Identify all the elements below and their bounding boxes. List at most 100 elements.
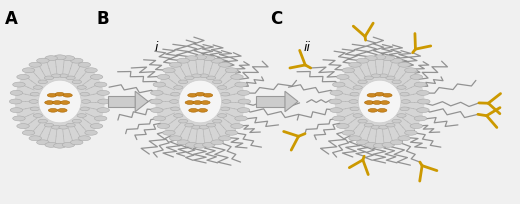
Circle shape xyxy=(97,91,109,96)
Circle shape xyxy=(235,116,248,121)
Circle shape xyxy=(58,109,67,113)
Circle shape xyxy=(332,83,345,88)
Circle shape xyxy=(192,126,201,130)
Text: A: A xyxy=(5,10,18,28)
Circle shape xyxy=(349,100,358,104)
Circle shape xyxy=(163,131,175,135)
Circle shape xyxy=(38,120,47,123)
Circle shape xyxy=(201,101,210,105)
Circle shape xyxy=(185,124,194,127)
Circle shape xyxy=(22,131,35,135)
Ellipse shape xyxy=(335,58,424,146)
Text: ii: ii xyxy=(303,41,310,54)
Circle shape xyxy=(220,108,230,111)
Circle shape xyxy=(45,143,57,147)
Circle shape xyxy=(329,100,342,104)
Circle shape xyxy=(157,75,170,80)
Circle shape xyxy=(349,136,361,141)
Circle shape xyxy=(379,74,388,78)
Circle shape xyxy=(225,69,238,73)
Circle shape xyxy=(365,143,377,147)
Circle shape xyxy=(405,131,417,135)
Circle shape xyxy=(171,108,180,111)
Circle shape xyxy=(17,124,29,129)
Circle shape xyxy=(17,75,29,80)
Circle shape xyxy=(170,136,182,141)
Circle shape xyxy=(356,140,369,145)
Circle shape xyxy=(330,91,343,96)
Circle shape xyxy=(203,94,213,98)
Circle shape xyxy=(153,83,165,88)
Circle shape xyxy=(203,57,215,61)
Circle shape xyxy=(231,124,243,129)
Circle shape xyxy=(45,57,57,61)
Circle shape xyxy=(48,109,58,113)
Circle shape xyxy=(177,140,189,145)
Circle shape xyxy=(342,131,355,135)
Circle shape xyxy=(371,74,381,78)
Circle shape xyxy=(372,101,382,105)
Circle shape xyxy=(237,91,250,96)
Bar xyxy=(108,96,135,108)
Circle shape xyxy=(410,124,423,129)
Circle shape xyxy=(371,126,381,130)
Circle shape xyxy=(332,116,345,121)
Circle shape xyxy=(342,69,355,73)
Circle shape xyxy=(375,93,384,96)
Circle shape xyxy=(211,59,224,64)
Circle shape xyxy=(10,91,23,96)
Ellipse shape xyxy=(38,81,81,123)
Circle shape xyxy=(330,108,343,113)
Circle shape xyxy=(80,93,89,96)
Circle shape xyxy=(378,109,387,113)
Circle shape xyxy=(29,100,38,104)
Circle shape xyxy=(380,101,389,105)
Circle shape xyxy=(193,101,202,105)
Circle shape xyxy=(174,86,183,90)
Circle shape xyxy=(365,57,377,61)
Circle shape xyxy=(392,120,401,123)
Circle shape xyxy=(358,120,367,123)
Ellipse shape xyxy=(179,81,222,123)
Circle shape xyxy=(391,59,403,64)
Circle shape xyxy=(9,100,22,104)
Bar xyxy=(256,96,285,108)
Circle shape xyxy=(410,75,423,80)
Circle shape xyxy=(398,63,410,68)
Circle shape xyxy=(206,124,216,127)
Circle shape xyxy=(66,124,75,127)
Circle shape xyxy=(77,114,86,118)
Circle shape xyxy=(45,101,54,105)
Circle shape xyxy=(336,75,349,80)
Circle shape xyxy=(211,140,224,145)
Circle shape xyxy=(405,69,417,73)
Circle shape xyxy=(414,116,427,121)
Circle shape xyxy=(29,63,42,68)
Circle shape xyxy=(177,59,189,64)
Circle shape xyxy=(44,77,54,80)
Circle shape xyxy=(29,136,42,141)
Circle shape xyxy=(97,108,109,113)
Circle shape xyxy=(60,101,70,105)
Circle shape xyxy=(157,124,170,129)
Circle shape xyxy=(71,59,83,64)
Circle shape xyxy=(194,55,206,60)
Polygon shape xyxy=(285,92,298,112)
Circle shape xyxy=(151,108,163,113)
Circle shape xyxy=(150,100,162,104)
Circle shape xyxy=(199,74,209,78)
Circle shape xyxy=(174,114,183,118)
Circle shape xyxy=(367,94,376,98)
Circle shape xyxy=(53,101,62,105)
Circle shape xyxy=(85,69,97,73)
Circle shape xyxy=(353,86,362,90)
Circle shape xyxy=(400,93,409,96)
Circle shape xyxy=(397,114,406,118)
Circle shape xyxy=(206,77,216,80)
Circle shape xyxy=(151,91,163,96)
Circle shape xyxy=(218,136,231,141)
Circle shape xyxy=(358,81,367,84)
Circle shape xyxy=(418,100,430,104)
Ellipse shape xyxy=(156,58,244,146)
Circle shape xyxy=(189,109,198,113)
